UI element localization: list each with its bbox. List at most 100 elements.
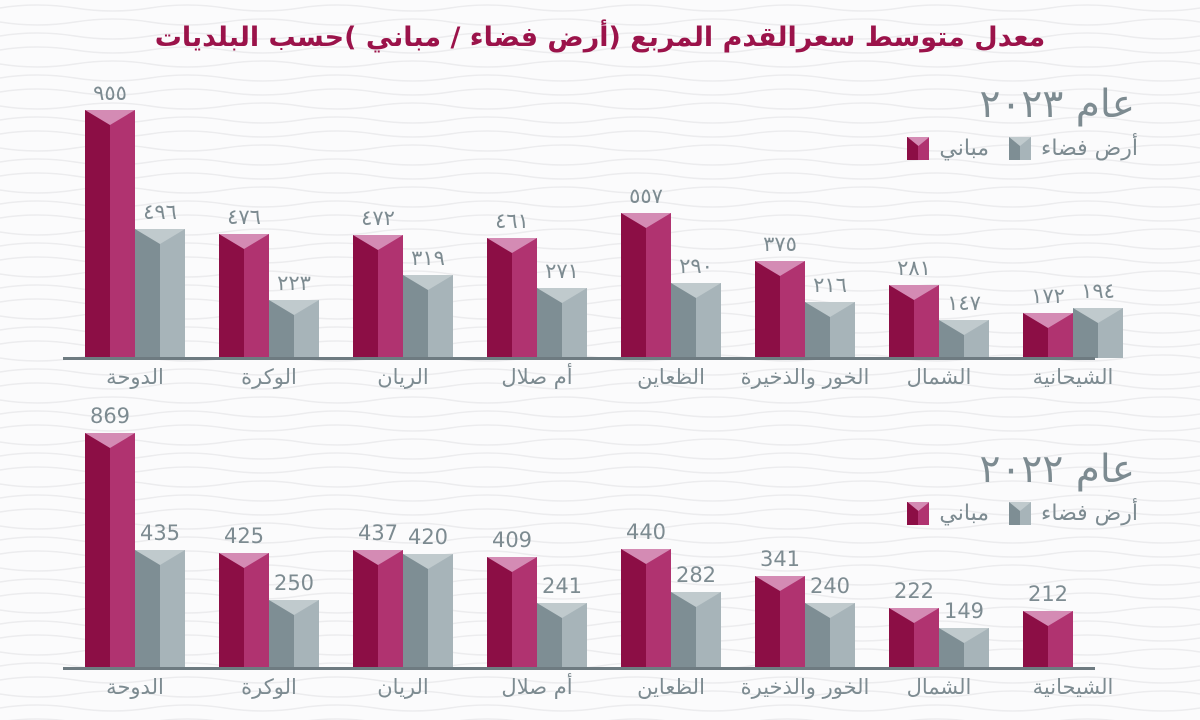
bar-buildings: ٣٧٥ — [755, 232, 805, 358]
bar-top-face — [85, 433, 135, 448]
chart-2023: عام ٢٠٢٣ أرض فضاء مباني ٩٥٥ ٤٩٦ الدوحة ٤٧٦ ٢… — [0, 70, 1200, 395]
bar-top-face — [487, 238, 537, 253]
category-label: الشمال — [906, 675, 972, 699]
bar-buildings: 222 — [889, 579, 939, 668]
legend-label: مباني — [939, 501, 990, 526]
bar-top-face — [269, 600, 319, 615]
bar-value-label: 341 — [759, 547, 801, 571]
bar-value-label: ٢٢٣ — [277, 271, 311, 295]
bar-value-label: ٩٥٥ — [93, 81, 127, 105]
bar-top-face — [219, 553, 269, 568]
bar-top-face — [135, 550, 185, 565]
buildings-cube-icon — [907, 137, 930, 160]
bar-buildings: 437 — [353, 521, 403, 668]
category-label: الشمال — [906, 365, 972, 389]
bar-buildings: ٢٨١ — [889, 256, 939, 358]
bar-value-label: 440 — [625, 520, 667, 544]
bar-buildings: ٤٦١ — [487, 209, 537, 358]
bar-value-label: 437 — [357, 521, 399, 545]
bar-land: ١٤٧ — [939, 291, 989, 358]
bar-value-label: 241 — [541, 574, 583, 598]
bar-buildings: ٤٧٦ — [219, 205, 269, 358]
category-group: 222 149 الشمال — [889, 433, 989, 699]
cube-top-face — [907, 137, 930, 146]
bar-buildings: 212 — [1023, 582, 1073, 668]
bar-top-face — [135, 229, 185, 244]
bar-top-face — [353, 550, 403, 565]
bar-value-label: ٤٧٢ — [361, 206, 395, 230]
bar-land: 241 — [537, 574, 587, 668]
bar-top-face — [1023, 611, 1073, 626]
category-group: 212 الشيحانية — [1023, 433, 1123, 699]
bar-land: 149 — [939, 599, 989, 668]
legend-item-buildings: مباني — [907, 501, 989, 526]
plot-area: ٩٥٥ ٤٩٦ الدوحة ٤٧٦ ٢٢٣ الوكرة ٤٧٢ ٣١٩ الريان ٤٦١ ٢… — [63, 81, 1123, 389]
plot-area: 869 435 الدوحة 425 250 الوكرة 437 420 الريان 409 2… — [63, 404, 1123, 699]
bar-land: 240 — [805, 574, 855, 668]
bar-value-label: ٢٩٠ — [679, 254, 713, 278]
bar-value-label: 869 — [89, 404, 131, 428]
bar-top-face — [403, 275, 453, 290]
land-cube-icon — [1009, 137, 1032, 160]
category-label: أم صلال — [501, 365, 573, 389]
bar-value-label: ٣٧٥ — [763, 232, 797, 256]
bar-value-label: ٢٨١ — [897, 256, 931, 280]
category-label: الوكرة — [241, 675, 297, 699]
bar-top-face — [939, 320, 989, 335]
buildings-cube-icon — [907, 502, 930, 525]
bar-land: 250 — [269, 571, 319, 668]
category-group: ٩٥٥ ٤٩٦ الدوحة — [85, 81, 185, 389]
bar-top-face — [755, 261, 805, 276]
bar-value-label: ١٤٧ — [947, 291, 981, 315]
chart-year-title: عام ٢٠٢٣ — [979, 82, 1136, 127]
bar-buildings: ١٧٢ — [1023, 284, 1073, 358]
bar-value-label: 425 — [223, 524, 265, 548]
land-cube-icon — [1009, 502, 1032, 525]
bar-top-face — [353, 235, 403, 250]
bar-buildings: 440 — [621, 520, 671, 668]
bar-land: ٢٢٣ — [269, 271, 319, 358]
bar-value-label: ٣١٩ — [411, 246, 445, 270]
category-label: الدوحة — [106, 675, 164, 699]
legend-item-land: أرض فضاء — [1009, 501, 1138, 526]
x-axis-line — [63, 667, 1095, 670]
bar-buildings: 425 — [219, 524, 269, 668]
category-label: الريان — [377, 675, 429, 699]
category-label: الشيحانية — [1032, 675, 1114, 699]
category-label: الظعاين — [637, 675, 705, 699]
category-label: الخور والذخيرة — [740, 675, 870, 699]
bar-top-face — [487, 557, 537, 572]
category-group: ٥٥٧ ٢٩٠ الظعاين — [621, 110, 721, 389]
bar-land: ٣١٩ — [403, 246, 453, 358]
bar-value-label: 420 — [407, 525, 449, 549]
page-title: معدل متوسط سعرالقدم المربع (أرض فضاء / م… — [154, 22, 1046, 53]
bar-top-face — [269, 300, 319, 315]
bar-value-label: 212 — [1027, 582, 1069, 606]
legend-label: مباني — [939, 136, 990, 161]
category-group: ٤٧٦ ٢٢٣ الوكرة — [219, 110, 319, 389]
category-group: 437 420 الريان — [353, 433, 453, 699]
bar-top-face — [805, 603, 855, 618]
x-axis-line — [63, 357, 1095, 360]
chart-2022: عام ٢٠٢٢ أرض فضاء مباني 869 435 الدوحة 425 2… — [0, 395, 1200, 720]
bar-top-face — [621, 213, 671, 228]
legend-item-buildings: مباني — [907, 136, 989, 161]
bar-value-label: ١٩٤ — [1081, 279, 1115, 303]
category-label: الشيحانية — [1032, 365, 1114, 389]
bar-land: 282 — [671, 563, 721, 668]
bar-value-label: ١٧٢ — [1031, 284, 1065, 308]
bar-value-label: 240 — [809, 574, 851, 598]
bar-top-face — [889, 608, 939, 623]
bar-value-label: 222 — [893, 579, 935, 603]
cube-top-face — [1009, 502, 1032, 511]
bar-top-face — [671, 592, 721, 607]
bar-value-label: 435 — [139, 521, 181, 545]
category-group: ٢٨١ ١٤٧ الشمال — [889, 110, 989, 389]
category-label: الريان — [377, 365, 429, 389]
bar-top-face — [403, 554, 453, 569]
category-group: 409 241 أم صلال — [487, 433, 587, 699]
bar-value-label: ٤٩٦ — [143, 200, 177, 224]
category-group: 440 282 الظعاين — [621, 433, 721, 699]
